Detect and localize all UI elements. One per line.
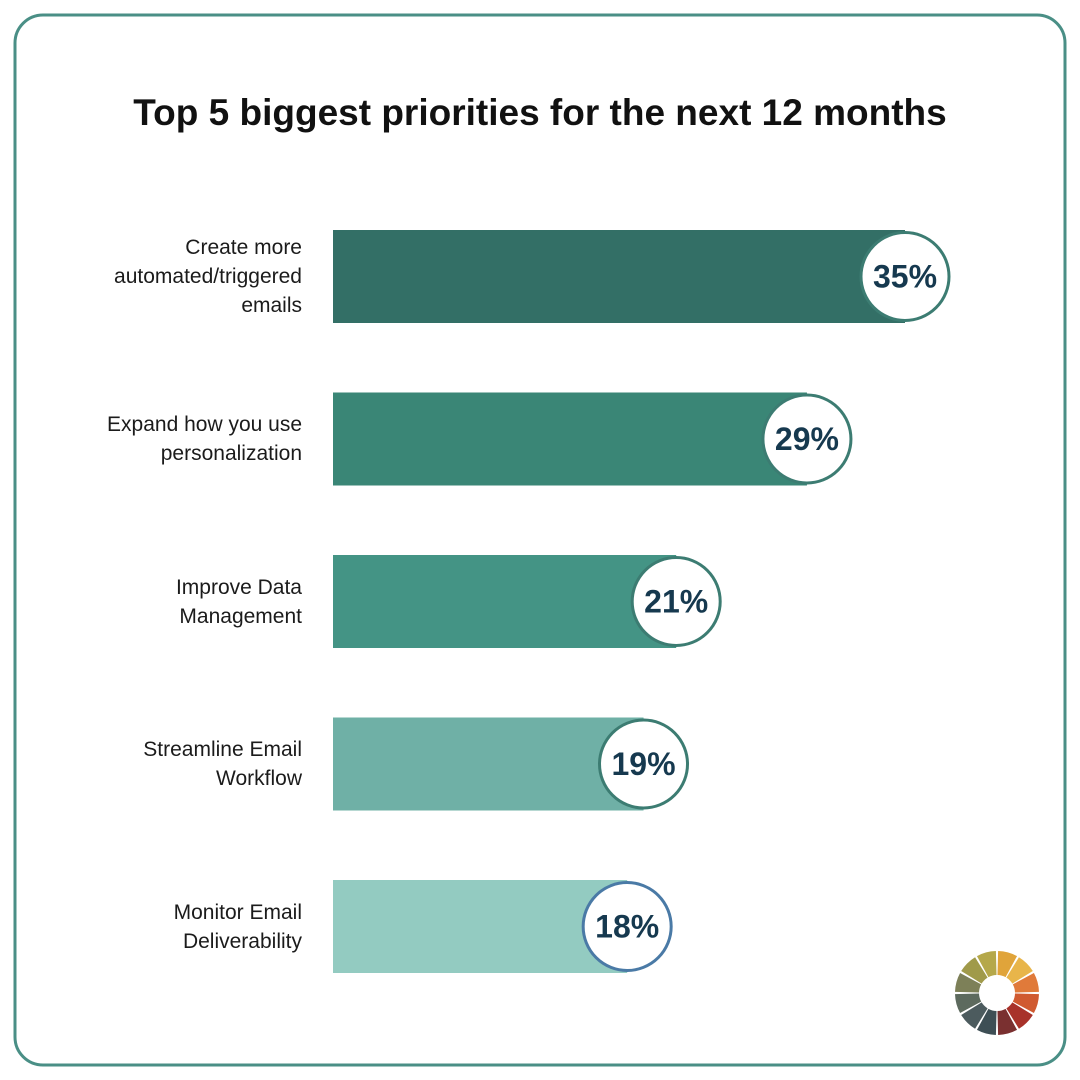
logo-segment	[997, 1008, 1018, 1035]
bar	[333, 392, 807, 486]
value-badge	[581, 881, 673, 972]
category-label: Monitor Email Deliverability	[173, 900, 302, 953]
category-label: Expand how you use personalization	[107, 413, 302, 465]
bar	[333, 880, 628, 973]
value-label: 18%	[595, 909, 659, 945]
value-badge	[761, 393, 853, 485]
logo-segment	[1006, 957, 1033, 984]
logo-segment	[955, 972, 982, 993]
category-label: Improve Data Management	[175, 575, 302, 628]
logo-segment	[1012, 972, 1039, 993]
value-label: 35%	[873, 259, 937, 295]
logo-segment	[955, 993, 982, 1014]
value-badge	[630, 556, 722, 647]
value-badge	[859, 231, 951, 322]
chart-title: Top 5 biggest priorities for the next 12…	[133, 92, 946, 133]
logo-segment	[961, 1002, 988, 1029]
value-label: 29%	[775, 421, 839, 457]
value-label: 19%	[611, 746, 675, 782]
value-label: 21%	[644, 584, 708, 620]
bar	[333, 717, 644, 811]
logo-segment	[961, 957, 988, 984]
logo-segment	[1006, 1002, 1033, 1029]
category-label: Streamline Email Workflow	[143, 738, 302, 790]
logo-segment	[976, 1008, 997, 1035]
category-label: Create more automated/triggered emails	[114, 236, 302, 317]
bar	[333, 230, 905, 323]
value-badge	[598, 718, 690, 810]
logo-segment	[976, 951, 997, 978]
bar	[333, 555, 677, 648]
logo	[955, 951, 1039, 1035]
logo-segment	[1012, 993, 1039, 1014]
logo-segment	[997, 951, 1018, 978]
